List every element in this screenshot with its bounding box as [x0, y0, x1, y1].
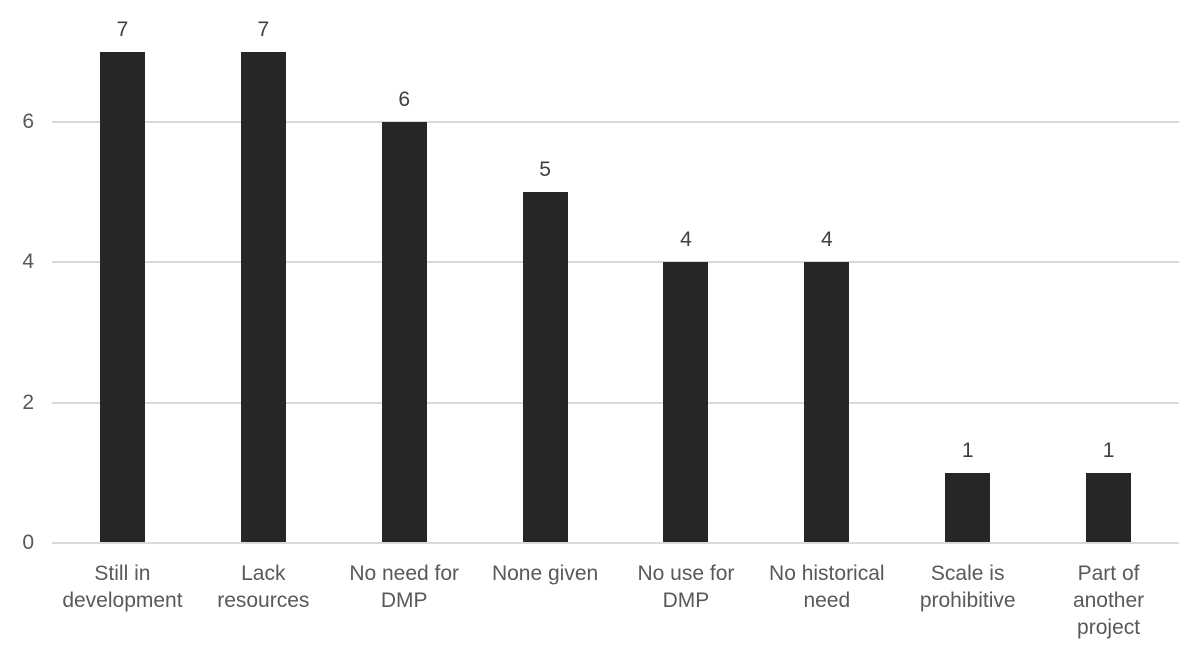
gridline-y4 [52, 261, 1179, 264]
data-label-8: 1 [1102, 438, 1115, 462]
data-label-7: 1 [961, 438, 974, 462]
bar-1 [99, 51, 145, 542]
data-label-5: 4 [680, 228, 692, 252]
x-axis-line [52, 542, 1179, 544]
data-label-2: 7 [257, 17, 270, 41]
gridline-y6 [52, 121, 1179, 123]
category-label-7: Scale is prohibitive [919, 562, 1016, 612]
data-label-1: 7 [116, 17, 129, 41]
data-label-3: 6 [398, 88, 411, 111]
gridline-y2 [52, 401, 1179, 404]
category-label-8: Part of another project [1072, 562, 1145, 639]
ytick-label-6: 6 [22, 110, 34, 133]
bar-5 [663, 262, 709, 542]
data-label-6: 4 [820, 228, 833, 252]
category-label-1: Still in development [62, 562, 183, 612]
category-label-6: No historical need [769, 562, 885, 612]
ytick-label-0: 0 [22, 531, 34, 554]
category-label-3: No need for DMP [349, 562, 460, 612]
bar-4 [522, 192, 568, 542]
bar-2 [240, 51, 286, 542]
ytick-label-4: 4 [22, 250, 34, 274]
bar-3 [381, 122, 427, 542]
data-label-4: 5 [539, 158, 551, 182]
bar-8 [1086, 472, 1132, 542]
ytick-label-2: 2 [22, 390, 34, 414]
category-label-4: None given [491, 562, 599, 585]
category-label-5: No use for DMP [637, 562, 735, 612]
category-label-2: Lack resources [217, 562, 310, 612]
bar-7 [945, 472, 991, 542]
bar-6 [804, 262, 850, 542]
